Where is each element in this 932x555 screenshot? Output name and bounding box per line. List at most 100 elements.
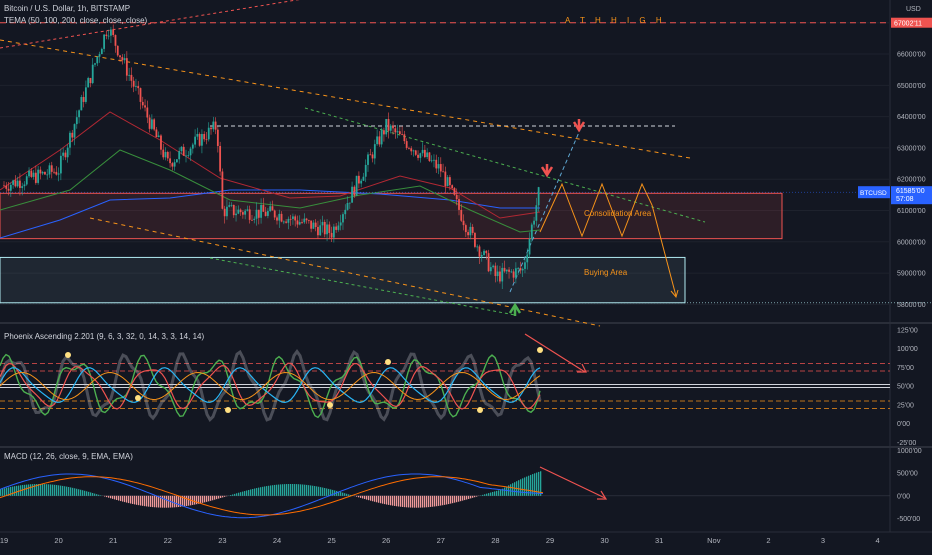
candle-body	[372, 154, 374, 158]
macd-bar	[12, 487, 13, 496]
candle-body	[101, 49, 103, 54]
candle-body	[153, 119, 155, 129]
macd-bar	[140, 496, 141, 506]
osc-tick-label: 50'00	[897, 384, 914, 391]
macd-bar	[394, 496, 395, 506]
candle-body	[258, 210, 260, 218]
candle-body	[276, 217, 278, 220]
macd-bar	[44, 484, 45, 496]
candle-body	[417, 155, 419, 158]
macd-bar	[124, 496, 125, 502]
macd-bar	[464, 496, 465, 500]
candle-body	[397, 131, 399, 132]
candle-body	[388, 119, 390, 131]
candle-body	[520, 268, 522, 270]
candle-body	[515, 268, 517, 277]
candle-body	[342, 214, 344, 222]
candle-body	[135, 86, 137, 87]
candle-body	[479, 247, 481, 257]
time-tick-label: 24	[273, 536, 281, 545]
macd-bar	[482, 495, 483, 496]
candle-body	[495, 266, 497, 276]
macd-bar	[518, 480, 519, 496]
osc-signal-dot	[135, 395, 141, 401]
macd-bar	[510, 484, 511, 496]
macd-bar	[42, 484, 43, 496]
candle-body	[156, 130, 158, 138]
candle-body	[87, 78, 89, 87]
macd-bar	[458, 496, 459, 502]
candle-body	[481, 255, 483, 257]
time-tick-label: 30	[600, 536, 608, 545]
candle-body	[217, 130, 219, 146]
candle-body	[413, 150, 415, 151]
candle-body	[469, 227, 471, 235]
macd-bar	[186, 496, 187, 506]
macd-red-arrow	[540, 467, 605, 498]
macd-bar	[292, 484, 293, 496]
macd-bar	[204, 496, 205, 503]
candle-body	[228, 205, 230, 207]
candle-body	[203, 134, 205, 139]
macd-bar	[276, 485, 277, 496]
candle-body	[390, 126, 392, 131]
macd-bar	[58, 485, 59, 496]
macd-bar	[260, 487, 261, 496]
candle-body	[167, 152, 169, 158]
candle-body	[287, 219, 289, 223]
candle-body	[190, 149, 192, 156]
macd-bar	[236, 493, 237, 496]
candle-body	[14, 180, 16, 186]
macd-bar	[466, 496, 467, 500]
macd-bar	[26, 485, 27, 496]
currency-label[interactable]: USD	[906, 6, 921, 13]
phoenix-legend: Phoenix Ascending 2.201 (9, 6, 3, 32, 0,…	[4, 332, 204, 341]
candle-body	[426, 152, 428, 157]
macd-bar	[496, 491, 497, 496]
candle-body	[17, 181, 19, 187]
candle-body	[240, 210, 242, 213]
macd-bar	[6, 488, 7, 496]
candle-body	[299, 222, 301, 224]
candle-body	[369, 154, 371, 155]
time-tick-label: 28	[491, 536, 499, 545]
macd-bar	[4, 488, 5, 496]
macd-bar	[432, 496, 433, 507]
candle-body	[508, 270, 510, 272]
candle-body	[401, 134, 403, 135]
candle-body	[290, 219, 292, 220]
macd-bar	[66, 487, 67, 496]
candle-body	[146, 107, 148, 117]
macd-bar	[46, 484, 47, 496]
macd-bar	[492, 492, 493, 496]
macd-bar	[364, 496, 365, 499]
osc-tick-label: 100'00	[897, 346, 918, 353]
candle-body	[199, 134, 201, 146]
candle-body	[506, 270, 508, 272]
macd-bar	[210, 496, 211, 501]
candle-body	[62, 153, 64, 156]
candle-body	[485, 251, 487, 253]
macd-bar	[472, 496, 473, 498]
macd-bar	[222, 496, 223, 498]
candle-body	[317, 227, 319, 235]
macd-bar	[104, 496, 105, 497]
macd-bar	[504, 488, 505, 496]
macd-bar	[116, 496, 117, 500]
macd-bar	[88, 492, 89, 496]
candle-body	[181, 147, 183, 151]
candle-body	[533, 221, 535, 225]
macd-bar	[456, 496, 457, 502]
macd-bar	[24, 485, 25, 496]
candle-body	[431, 160, 433, 161]
macd-bar	[328, 489, 329, 496]
candle-body	[465, 225, 467, 232]
time-tick-label: 25	[327, 536, 335, 545]
candle-body	[222, 171, 224, 208]
macd-bar	[230, 495, 231, 496]
macd-bar	[232, 494, 233, 495]
candle-body	[326, 224, 328, 234]
macd-bar	[314, 486, 315, 496]
candle-body	[308, 220, 310, 221]
